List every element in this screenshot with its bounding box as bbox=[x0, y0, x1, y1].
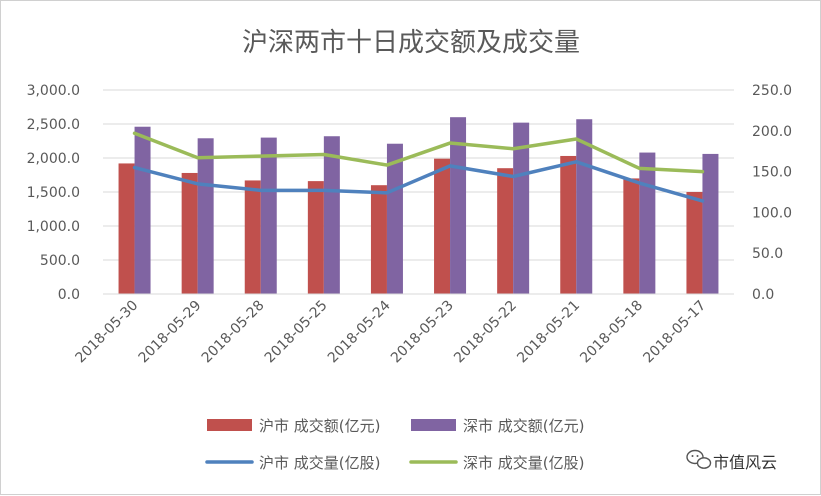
bar bbox=[702, 153, 719, 294]
legend-item: 沪市 成交量(亿股) bbox=[205, 454, 380, 472]
x-tick-label: 2018-05-23 bbox=[388, 298, 457, 367]
bar bbox=[434, 158, 451, 294]
bar bbox=[323, 136, 340, 294]
x-tick-label: 2018-05-17 bbox=[640, 298, 709, 367]
x-tick-label: 2018-05-29 bbox=[136, 298, 205, 367]
legend-label: 深市 成交额(亿元) bbox=[463, 417, 584, 435]
watermark: 市值风云 bbox=[686, 449, 777, 472]
bar bbox=[134, 126, 151, 294]
right-tick-label: 250.0 bbox=[752, 83, 792, 99]
wechat-icon bbox=[686, 449, 712, 469]
bar bbox=[386, 143, 403, 294]
bar bbox=[260, 137, 277, 294]
x-tick-label: 2018-05-25 bbox=[262, 298, 331, 367]
bar bbox=[181, 172, 198, 294]
left-tick-label: 3,000.0 bbox=[27, 83, 80, 99]
right-axis-ticks: 0.0 50.0 100.0 150.0 200.0 250.0 bbox=[752, 83, 792, 303]
bar bbox=[560, 155, 577, 294]
bar bbox=[244, 180, 261, 294]
left-tick-label: 2,000.0 bbox=[27, 151, 80, 167]
right-tick-label: 100.0 bbox=[752, 205, 792, 221]
bar bbox=[686, 192, 703, 294]
chart-title: 沪深两市十日成交额及成交量 bbox=[242, 28, 580, 58]
x-tick-label: 2018-05-21 bbox=[514, 298, 583, 367]
legend-swatch bbox=[207, 419, 252, 431]
bar bbox=[497, 168, 514, 294]
bar bbox=[623, 178, 640, 294]
x-tick-label: 2018-05-18 bbox=[577, 298, 646, 367]
left-tick-label: 1,000.0 bbox=[27, 219, 80, 235]
bar-series-0 bbox=[118, 155, 703, 294]
left-axis-ticks: 0.0 500.0 1,000.0 1,500.0 2,000.0 2,500.0 3,00… bbox=[27, 83, 80, 303]
left-tick-label: 500.0 bbox=[40, 253, 80, 269]
bar-series-1 bbox=[134, 117, 719, 295]
legend-item: 沪市 成交额(亿元) bbox=[207, 417, 380, 435]
x-axis-ticks: 2018-05-302018-05-292018-05-282018-05-25… bbox=[73, 297, 710, 366]
bar bbox=[118, 163, 135, 294]
legend-label: 沪市 成交额(亿元) bbox=[259, 417, 380, 435]
bar bbox=[307, 181, 324, 294]
bar bbox=[197, 138, 214, 294]
left-tick-label: 1,500.0 bbox=[27, 185, 80, 201]
bar bbox=[450, 117, 467, 294]
left-tick-label: 2,500.0 bbox=[27, 117, 80, 133]
watermark-text: 市值风云 bbox=[713, 453, 777, 472]
legend-label: 沪市 成交量(亿股) bbox=[259, 454, 380, 472]
right-tick-label: 150.0 bbox=[752, 165, 792, 181]
bar bbox=[639, 152, 656, 294]
legend: 沪市 成交额(亿元) 深市 成交额(亿元) 沪市 成交量(亿股) 深市 成交量(亿股) bbox=[205, 417, 584, 472]
x-tick-label: 2018-05-30 bbox=[73, 298, 142, 367]
legend-item: 深市 成交额(亿元) bbox=[411, 417, 584, 435]
legend-label: 深市 成交量(亿股) bbox=[463, 454, 584, 472]
bar-series bbox=[118, 117, 719, 295]
x-tick-label: 2018-05-28 bbox=[199, 298, 268, 367]
x-tick-label: 2018-05-24 bbox=[325, 297, 394, 366]
right-tick-label: 200.0 bbox=[752, 124, 792, 140]
bar bbox=[370, 185, 387, 294]
legend-item: 深市 成交量(亿股) bbox=[409, 454, 584, 472]
legend-swatch bbox=[411, 419, 456, 431]
right-tick-label: 50.0 bbox=[752, 246, 783, 262]
line-0 bbox=[132, 160, 705, 203]
x-tick-label: 2018-05-22 bbox=[451, 298, 520, 367]
line-1 bbox=[132, 131, 705, 174]
right-tick-label: 0.0 bbox=[752, 287, 774, 303]
left-tick-label: 0.0 bbox=[58, 287, 80, 303]
line-series bbox=[132, 131, 705, 203]
bar bbox=[513, 122, 530, 294]
